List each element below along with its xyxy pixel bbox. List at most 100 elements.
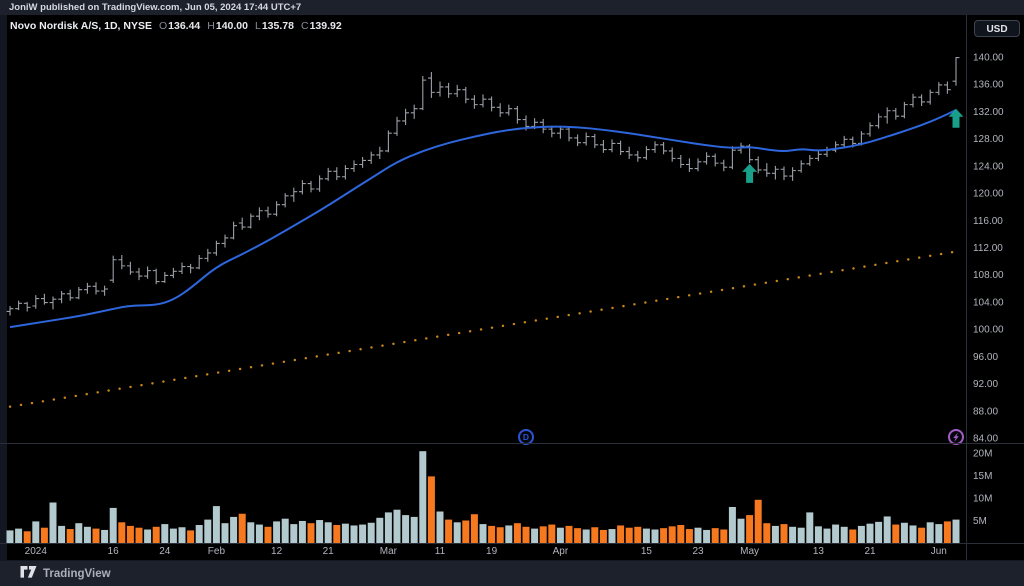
price-tick-label: 84.00 — [973, 434, 998, 445]
volume-bar — [746, 515, 754, 543]
ohlc-bar — [316, 175, 323, 192]
volume-bar — [393, 509, 401, 543]
volume-bar — [548, 524, 556, 543]
volume-bar — [453, 522, 461, 543]
ohlc-bar — [471, 95, 478, 109]
ohlc-bar — [935, 82, 943, 96]
volume-bar — [496, 527, 504, 543]
ohlc-bar — [152, 268, 160, 285]
volume-bar — [367, 522, 375, 543]
time-axis[interactable]: 2024 16 24 Feb 12 21 Mar 11 19 Apr 15 23 May 13 21 Jun — [25, 546, 947, 557]
ohlc-bar — [883, 107, 891, 124]
volume-bar — [634, 526, 642, 543]
buy-arrow-icon[interactable] — [948, 108, 964, 128]
volume-bar — [642, 528, 650, 543]
price-tick-label: 96.00 — [973, 352, 998, 363]
footer-brand[interactable]: TradingView — [43, 567, 111, 580]
ohlc-bar — [49, 296, 57, 310]
volume-bar — [419, 451, 427, 543]
volume-bar — [470, 514, 478, 543]
lightning-icon[interactable] — [948, 429, 964, 445]
volume-bar — [264, 526, 272, 543]
volume-bar — [556, 527, 564, 543]
ohlc-bar — [419, 76, 427, 111]
time-tick-label: 24 — [159, 546, 171, 557]
price-tick-label: 116.00 — [973, 216, 1003, 227]
price-series[interactable] — [6, 56, 960, 316]
time-tick-label: Jun — [931, 546, 947, 557]
volume-bar — [247, 522, 255, 543]
ohlc-bar — [797, 160, 805, 173]
ohlc-bar — [643, 146, 650, 160]
ohlc-bar — [41, 293, 48, 305]
ohlc-bar — [376, 146, 384, 160]
volume-bar — [238, 513, 246, 543]
ohlc-bar — [462, 86, 470, 104]
ohlc-bar — [204, 248, 212, 262]
volume-tick-label: 5M — [973, 516, 987, 527]
ohlc-bar — [127, 261, 134, 275]
ohlc-bar — [496, 103, 504, 117]
ohlc-bar — [161, 271, 169, 283]
volume-bar — [582, 529, 590, 543]
ohlc-bar — [875, 113, 882, 129]
price-tick-label: 120.00 — [973, 189, 1004, 200]
dividend-glyph: D — [523, 432, 529, 442]
ohlc-bar — [333, 167, 341, 181]
ohlc-bar — [754, 156, 762, 174]
volume-bar — [333, 525, 341, 543]
volume-bar — [754, 499, 762, 543]
volume-bar — [806, 512, 814, 543]
ohlc-bar — [32, 295, 40, 309]
ohlc-bar — [703, 152, 710, 165]
currency-badge[interactable]: USD — [974, 20, 1020, 37]
volume-bar — [75, 523, 83, 543]
lightning-glyph — [953, 432, 959, 442]
volume-bar — [488, 525, 496, 543]
ohlc-bar — [15, 300, 22, 311]
attribution-text: JoniW published on TradingView.com, Jun … — [9, 2, 302, 13]
time-tick-label: Mar — [380, 546, 398, 557]
ohlc-bar — [565, 126, 573, 142]
volume-bar — [273, 521, 281, 543]
volume-bar — [376, 517, 384, 543]
volume-bar — [316, 520, 324, 543]
volume-bar — [359, 524, 367, 543]
volume-bar — [58, 525, 66, 543]
volume-bar — [771, 525, 779, 543]
volume-bar — [479, 524, 487, 543]
ohlc-close: C 139.92 — [300, 20, 342, 32]
tradingview-logo-icon[interactable] — [20, 565, 37, 583]
volume-bar — [161, 524, 169, 543]
volume-bar — [574, 528, 582, 543]
volume-bar — [918, 527, 926, 543]
volume-bar — [436, 511, 444, 543]
time-tick-label: Feb — [208, 546, 226, 557]
price-axis[interactable]: 140.00 136.00 132.00 128.00 124.00 120.00 116.… — [973, 53, 1004, 445]
volume-bar — [204, 519, 212, 543]
volume-bar — [522, 526, 530, 543]
volume-bar — [814, 526, 822, 543]
volume-bar — [32, 521, 40, 543]
volume-bar — [324, 522, 332, 543]
ohlc-bar — [694, 158, 702, 172]
ohlc-bar — [195, 254, 203, 270]
volume-bar — [255, 524, 263, 543]
volume-tick-label: 15M — [973, 471, 992, 482]
time-tick-label: 11 — [435, 546, 446, 557]
dividend-icon[interactable]: D — [518, 429, 534, 445]
ohlc-bar — [780, 166, 788, 181]
ohlc-bar — [66, 289, 74, 301]
ohlc-bar — [488, 96, 495, 112]
buy-arrow-icon[interactable] — [742, 163, 758, 183]
ohlc-bar — [213, 240, 220, 256]
volume-bar — [212, 506, 220, 543]
ohlc-bar — [385, 130, 392, 153]
volume-bar — [427, 476, 435, 543]
volume-bar — [152, 526, 160, 543]
volume-pane[interactable] — [6, 451, 960, 543]
volume-axis[interactable]: 20M 15M 10M 5M — [973, 449, 992, 528]
volume-bar — [445, 519, 453, 543]
